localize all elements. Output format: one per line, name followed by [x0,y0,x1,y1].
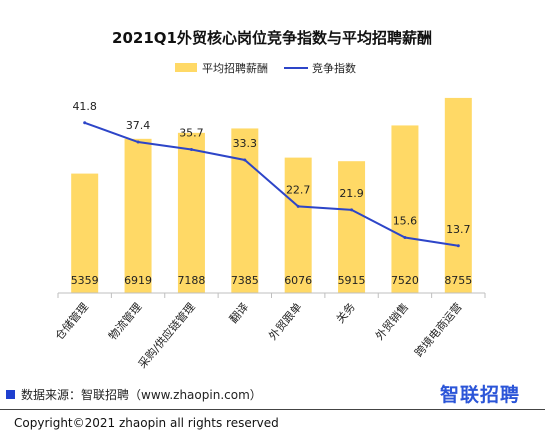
plot-area: 5359 6919 7188 7385 6076 5915 7520 8755 41.8 37.4… [52,97,486,371]
line-value-label: 13.7 [446,223,471,236]
line-point [189,147,193,151]
line-value-label: 22.7 [286,183,311,196]
line-series [84,121,459,247]
x-tick-label: 采购/供应链管理 [135,300,198,371]
line-point [243,158,247,162]
bar-value-label: 5359 [71,274,99,287]
line-point [403,235,407,239]
bar-value-label: 7188 [177,274,205,287]
line-point [83,121,87,125]
x-tick-label: 跨境电商运营 [411,300,464,360]
brand-logo: 智联招聘 [440,384,521,406]
x-tick-label: 关务 [333,300,358,326]
bar [177,132,205,293]
chart-title: 2021Q1外贸核心岗位竞争指数与平均招聘薪酬 [112,29,432,47]
line-value-label: 15.6 [393,214,418,227]
line-point [350,208,354,212]
bar-value-label: 7520 [391,274,419,287]
line-point [456,244,460,248]
data-source-text: 数据来源：智联招聘（www.zhaopin.com） [21,388,262,402]
line-value-label: 21.9 [339,187,364,200]
bar [284,157,312,293]
legend: 平均招聘薪酬 竞争指数 [175,61,356,75]
line-point [136,140,140,144]
bar-value-label: 8755 [444,274,472,287]
data-source: 数据来源：智联招聘（www.zhaopin.com） [6,386,262,403]
bar-value-label: 6076 [284,274,312,287]
bar [124,138,152,293]
line-value-label: 41.8 [72,100,97,113]
copyright-text: Copyright©2021 zhaopin all rights reserv… [14,416,279,430]
bar-value-label: 7385 [231,274,259,287]
bar-value-label: 6919 [124,274,152,287]
bar [391,125,419,293]
line-point [296,204,300,208]
x-tick-label: 外贸跟单 [266,301,304,343]
line-value-label: 33.3 [233,137,258,150]
copyright-bar: Copyright©2021 zhaopin all rights reserv… [0,409,545,439]
line-value-label: 37.4 [126,119,151,132]
x-tick-label: 仓储管理 [52,300,91,343]
x-tick-label: 物流管理 [105,300,144,343]
source-marker-icon [6,390,15,399]
legend-line-label: 竞争指数 [312,61,356,75]
chart: 2021Q1外贸核心岗位竞争指数与平均招聘薪酬 平均招聘薪酬 竞争指数 5359… [52,29,486,371]
bar [231,128,259,293]
bar-value-label: 5915 [338,274,366,287]
bar [338,161,366,293]
bar [444,97,472,293]
legend-bar-label: 平均招聘薪酬 [202,61,268,75]
x-tick-label: 翻译 [226,300,251,326]
legend-bar-swatch [175,63,197,72]
line-value-label: 35.7 [179,126,204,139]
x-tick-label: 外贸销售 [372,300,411,343]
bar [71,173,99,293]
